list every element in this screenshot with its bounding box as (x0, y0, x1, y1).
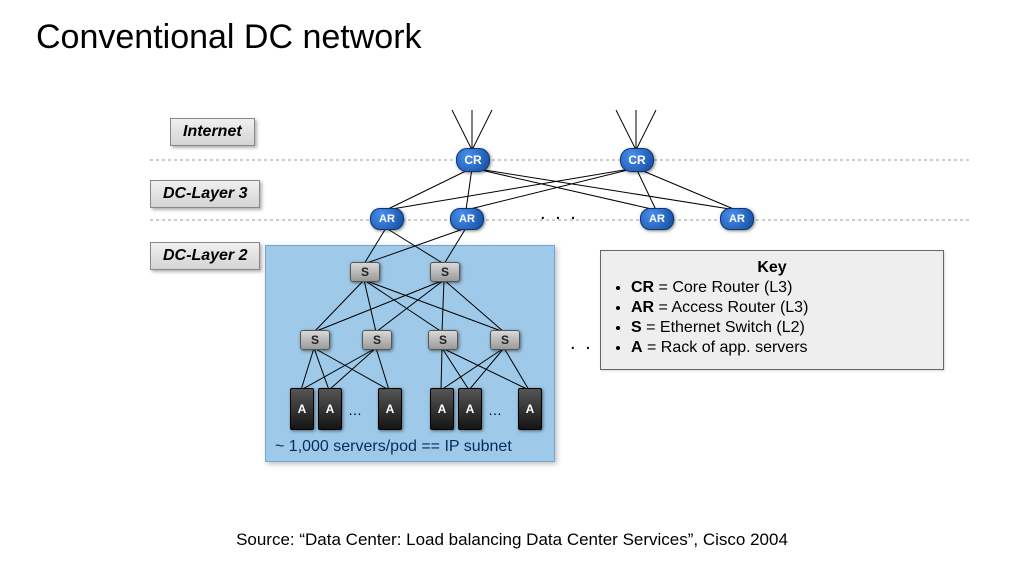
node-ar: AR (640, 208, 674, 230)
legend-box: Key CR = Core Router (L3) AR = Access Ro… (600, 250, 944, 370)
ellipsis: … (488, 402, 504, 418)
node-switch: S (362, 330, 392, 350)
legend-title: Key (613, 259, 931, 277)
layer-label-internet: Internet (170, 118, 255, 146)
pod-caption: ~ 1,000 servers/pod == IP subnet (275, 438, 512, 456)
ellipsis: … (348, 402, 364, 418)
node-rack: A (378, 388, 402, 430)
page-title: Conventional DC network (36, 18, 422, 57)
node-switch: S (300, 330, 330, 350)
legend-item: AR = Access Router (L3) (631, 299, 931, 317)
layer-label-l3: DC-Layer 3 (150, 180, 260, 208)
node-ar: AR (370, 208, 404, 230)
ellipsis: . . . (540, 202, 578, 225)
legend-item: S = Ethernet Switch (L2) (631, 319, 931, 337)
node-cr: CR (620, 148, 654, 172)
node-rack: A (458, 388, 482, 430)
node-rack: A (318, 388, 342, 430)
source-citation: Source: “Data Center: Load balancing Dat… (0, 530, 1024, 550)
node-ar: AR (450, 208, 484, 230)
legend-item: A = Rack of app. servers (631, 339, 931, 357)
node-ar: AR (720, 208, 754, 230)
node-cr: CR (456, 148, 490, 172)
node-rack: A (518, 388, 542, 430)
node-rack: A (430, 388, 454, 430)
node-switch: S (430, 262, 460, 282)
layer-label-l2: DC-Layer 2 (150, 242, 260, 270)
node-switch: S (428, 330, 458, 350)
node-rack: A (290, 388, 314, 430)
node-switch: S (350, 262, 380, 282)
legend-item: CR = Core Router (L3) (631, 279, 931, 297)
node-switch: S (490, 330, 520, 350)
